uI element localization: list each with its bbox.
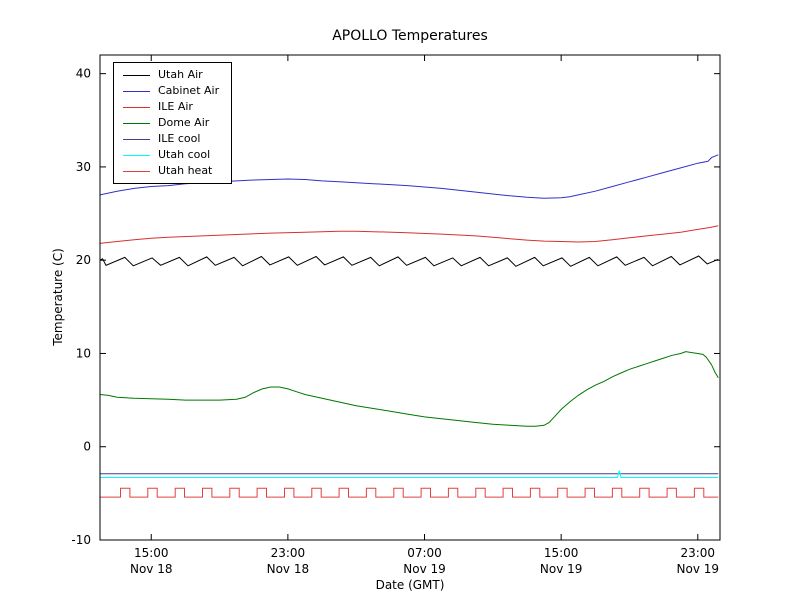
x-tick-time-label: 23:00	[680, 546, 715, 560]
legend-label: Utah Air	[158, 68, 203, 81]
chart-title: APOLLO Temperatures	[332, 28, 488, 44]
series-line-dome-air	[99, 351, 719, 427]
legend-line-swatch	[123, 138, 150, 140]
y-tick-label: 0	[83, 440, 91, 454]
y-tick-label: 10	[76, 346, 91, 360]
legend-label: Utah heat	[158, 164, 213, 177]
x-tick-time-label: 15:00	[544, 546, 579, 560]
y-tick-label: -10	[71, 533, 91, 547]
x-tick-date-label: Nov 18	[267, 562, 310, 576]
axes-frame	[99, 54, 721, 541]
x-tick-date-label: Nov 18	[130, 562, 173, 576]
y-tick-label: 40	[76, 67, 91, 81]
legend: Utah Air Cabinet Air ILE Air Dome Air ILE co…	[113, 62, 233, 184]
legend-line-swatch	[123, 90, 150, 92]
legend-label: Utah cool	[158, 148, 211, 161]
legend-item-utah-air: Utah Air	[123, 68, 219, 82]
x-tick-date-label: Nov 19	[677, 562, 720, 576]
series-line-ile-air	[99, 225, 719, 244]
legend-line-swatch	[123, 154, 150, 156]
legend-line-swatch	[123, 170, 150, 172]
legend-line-swatch	[123, 74, 150, 76]
x-tick-time-label: 15:00	[134, 546, 169, 560]
legend-item-dome-air: Dome Air	[123, 116, 219, 130]
x-tick-date-label: Nov 19	[403, 562, 446, 576]
legend-line-swatch	[123, 122, 150, 124]
y-tick-label: 20	[76, 253, 91, 267]
series-line-utah-cool	[100, 470, 719, 478]
legend-item-ile-air: ILE Air	[123, 100, 219, 114]
x-tick-date-label: Nov 19	[540, 562, 583, 576]
x-tick-time-label: 07:00	[407, 546, 442, 560]
legend-item-cabinet-air: Cabinet Air	[123, 84, 219, 98]
x-tick-time-label: 23:00	[271, 546, 306, 560]
legend-label: Dome Air	[158, 116, 210, 129]
legend-line-swatch	[123, 106, 150, 108]
series-line-utah-heat	[100, 487, 719, 498]
series-line-utah-air	[99, 255, 719, 267]
x-axis-label: Date (GMT)	[375, 578, 445, 592]
legend-item-utah-cool: Utah cool	[123, 148, 219, 162]
legend-item-utah-heat: Utah heat	[123, 164, 219, 178]
legend-label: Cabinet Air	[158, 84, 220, 97]
legend-label: ILE Air	[158, 100, 193, 113]
legend-label: ILE cool	[158, 132, 201, 145]
y-tick-label: 30	[76, 160, 91, 174]
legend-item-ile-cool: ILE cool	[123, 132, 219, 146]
